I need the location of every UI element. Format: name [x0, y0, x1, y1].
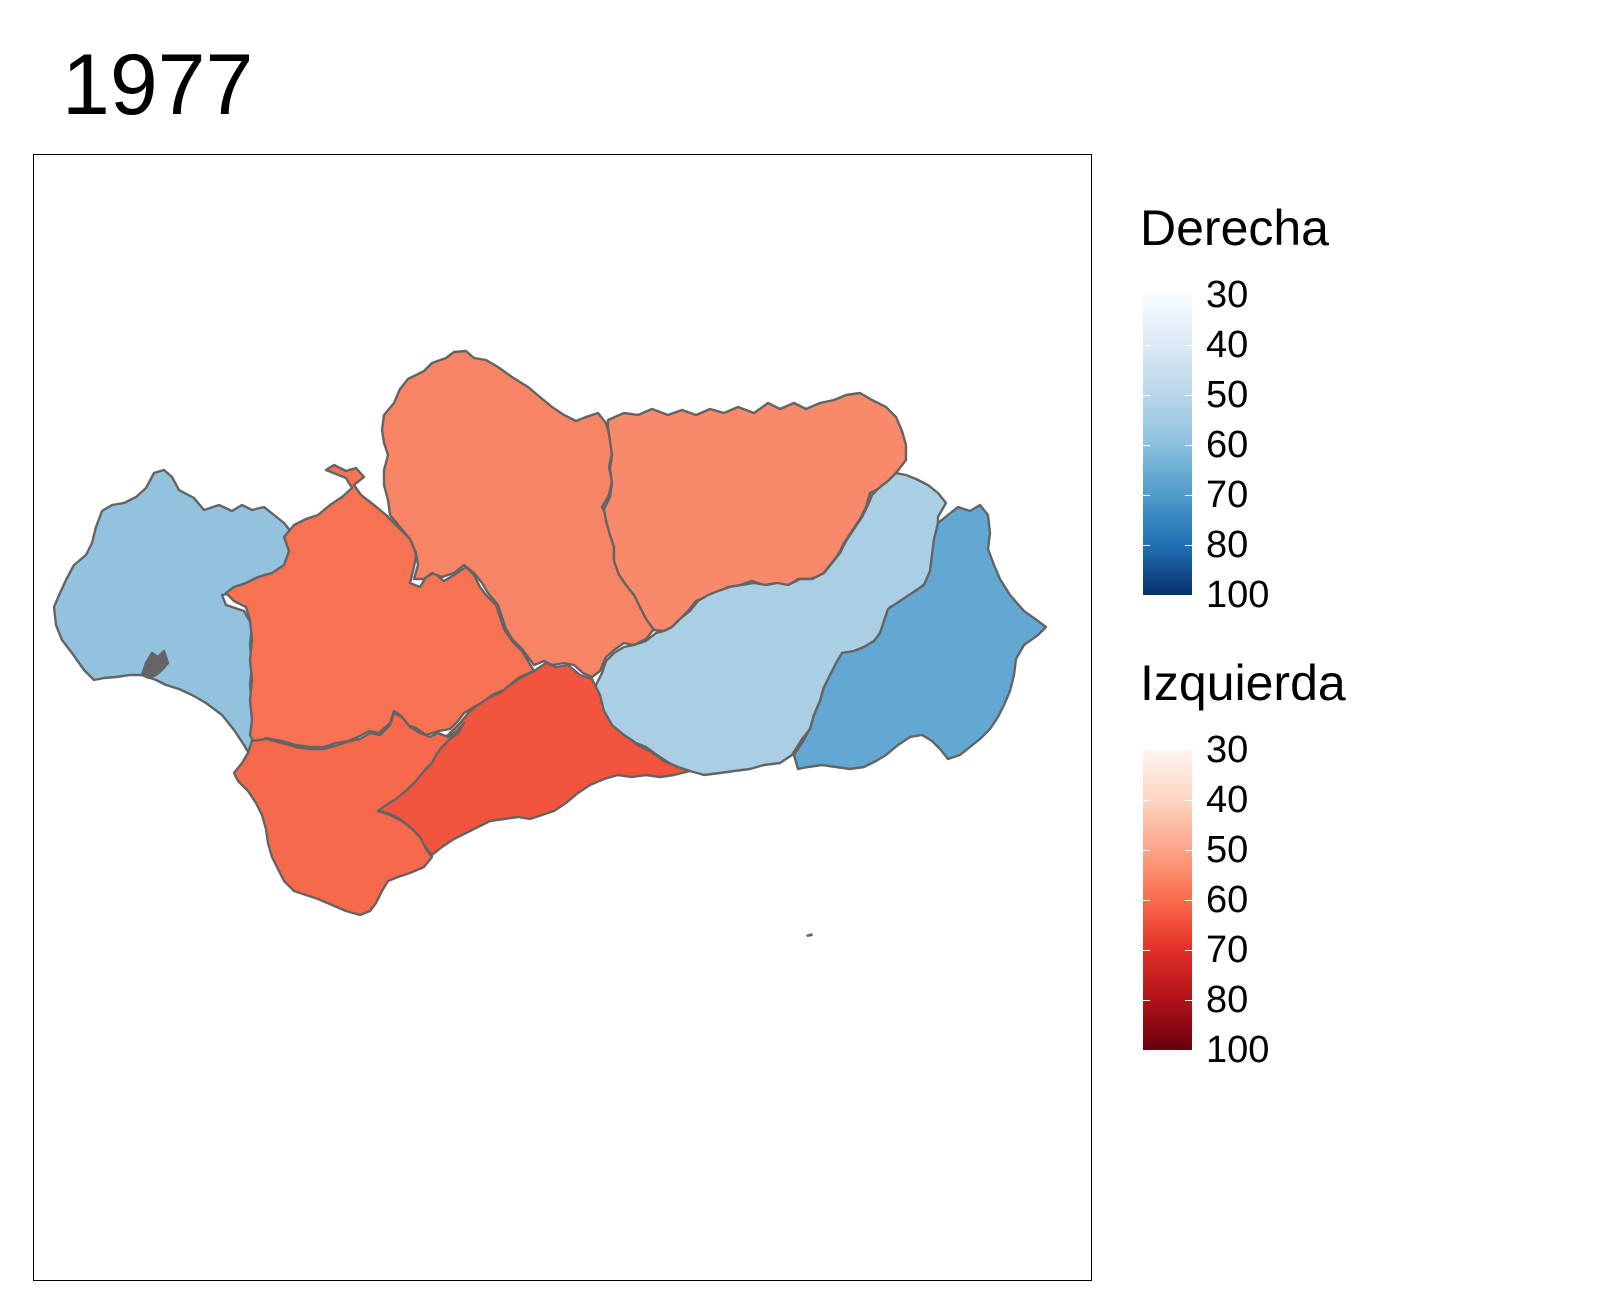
andalusia-map [52, 349, 1048, 937]
province-cordoba [380, 349, 656, 679]
map-title: 1977 [62, 37, 254, 133]
legend-tick-label: 50 [1206, 374, 1249, 416]
legend-tick-label: 30 [1206, 729, 1249, 771]
legend-tick-mark [1143, 900, 1150, 901]
legend-tick-label: 40 [1206, 324, 1249, 366]
province-sevilla [224, 463, 536, 749]
legend-tick-mark [1185, 545, 1192, 546]
legend-tick-label: 100 [1206, 1029, 1270, 1071]
legend-tick-mark [1185, 1000, 1192, 1001]
province-huelva-estuary [140, 649, 170, 680]
legend-tick-label: 80 [1206, 979, 1249, 1021]
legend-tick-mark [1143, 950, 1150, 951]
legend-tick-mark [1143, 495, 1150, 496]
colorbar-derecha [1143, 295, 1192, 595]
legend-tick-label: 70 [1206, 474, 1249, 516]
island-speck [806, 933, 813, 937]
legend-tick-mark [1143, 395, 1150, 396]
legend-tick-mark [1185, 850, 1192, 851]
province-almeria [792, 503, 1048, 771]
legend-tick-mark [1143, 1000, 1150, 1001]
legend-tick-label: 100 [1206, 574, 1270, 616]
legend-tick-mark [1185, 800, 1192, 801]
legend-tick-mark [1185, 395, 1192, 396]
legend-tick-label: 60 [1206, 424, 1249, 466]
legend-tick-mark [1185, 345, 1192, 346]
legend-title-derecha: Derecha [1140, 200, 1329, 256]
legend-tick-mark [1143, 545, 1150, 546]
legend-tick-label: 30 [1206, 274, 1249, 316]
legend-tick-mark [1185, 445, 1192, 446]
legend-tick-mark [1185, 950, 1192, 951]
colorbar-ticks-izquierda: 30 40 50 60 70 80 100 [1206, 731, 1356, 1069]
legend-tick-mark [1185, 900, 1192, 901]
legend-tick-mark [1143, 445, 1150, 446]
legend-tick-mark [1143, 850, 1150, 851]
legend-colorbar-derecha: 30 40 50 60 70 80 100 [1140, 276, 1440, 614]
legend-derecha: Derecha 30 40 50 60 70 80 100 [1140, 200, 1440, 614]
legend-tick-label: 50 [1206, 829, 1249, 871]
legend-tick-label: 80 [1206, 524, 1249, 566]
legend-tick-label: 70 [1206, 929, 1249, 971]
map-panel [33, 154, 1092, 1281]
legend-colorbar-izquierda: 30 40 50 60 70 80 100 [1140, 731, 1440, 1069]
province-cadiz [232, 711, 466, 917]
colorbar-ticks-derecha: 30 40 50 60 70 80 100 [1206, 276, 1356, 614]
legend-tick-label: 40 [1206, 779, 1249, 821]
legend-tick-mark [1143, 800, 1150, 801]
legend-tick-mark [1143, 345, 1150, 346]
legend-tick-label: 60 [1206, 879, 1249, 921]
legend-title-izquierda: Izquierda [1140, 655, 1346, 711]
colorbar-izquierda [1143, 750, 1192, 1050]
legend-tick-mark [1185, 495, 1192, 496]
legend-izquierda: Izquierda 30 40 50 60 70 80 100 [1140, 655, 1440, 1069]
